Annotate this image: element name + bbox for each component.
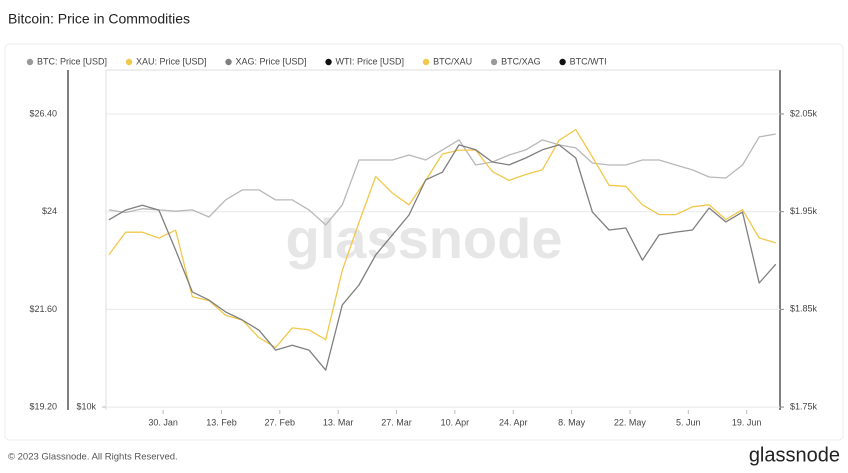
legend-dot[interactable]	[325, 58, 332, 66]
series-line	[108, 133, 776, 226]
y-tick-label: $19.20	[29, 402, 57, 412]
y2-tick-label: $2.05k	[790, 108, 818, 118]
y-tick-label: $26.40	[29, 108, 57, 118]
x-tick-label: 22. May	[614, 417, 647, 427]
x-tick-label: 30. Jan	[148, 417, 178, 427]
y2-tick-label: $1.75k	[790, 401, 818, 411]
copyright: © 2023 Glassnode. All Rights Reserved.	[8, 452, 178, 463]
legend-dot[interactable]	[225, 58, 232, 66]
series-line	[108, 144, 777, 371]
legend-dot[interactable]	[422, 58, 430, 66]
legend-dot[interactable]	[559, 58, 566, 66]
y-tick-label: $21.60	[29, 304, 57, 314]
legend-label[interactable]: BTC/XAG	[501, 56, 541, 66]
y2-tick-label: $1.95k	[790, 206, 818, 216]
y3-tick-label: $10k	[76, 401, 96, 411]
legend-dot[interactable]	[26, 58, 34, 66]
legend-dot[interactable]	[490, 58, 498, 66]
series-line	[108, 128, 776, 349]
x-tick-label: 10. Apr	[441, 417, 470, 427]
x-tick-label: 24. Apr	[499, 417, 528, 427]
chart-title: Bitcoin: Price in Commodities	[8, 11, 190, 27]
x-tick-label: 27. Mar	[381, 417, 412, 427]
x-tick-label: 13. Feb	[206, 417, 237, 427]
legend-label[interactable]: BTC/WTI	[570, 56, 607, 66]
legend-label[interactable]: BTC: Price [USD]	[37, 56, 107, 66]
legend-label[interactable]: XAU: Price [USD]	[136, 56, 207, 66]
x-tick-label: 5. Jun	[676, 417, 701, 427]
legend-label[interactable]: BTC/XAU	[433, 56, 472, 66]
legend-label[interactable]: XAG: Price [USD]	[236, 56, 307, 66]
legend-dot[interactable]	[125, 58, 133, 66]
legend-label[interactable]: WTI: Price [USD]	[336, 56, 405, 66]
x-tick-label: 19. Jun	[732, 417, 762, 427]
watermark: glassnode	[286, 207, 563, 270]
x-tick-label: 13. Mar	[323, 417, 354, 427]
chart-frame	[4, 43, 844, 441]
y2-tick-label: $1.85k	[790, 304, 818, 314]
logo: glassnode	[749, 444, 840, 466]
x-tick-label: 27. Feb	[265, 417, 296, 427]
x-tick-label: 8. May	[558, 417, 586, 427]
y-tick-label: $24	[42, 206, 57, 216]
